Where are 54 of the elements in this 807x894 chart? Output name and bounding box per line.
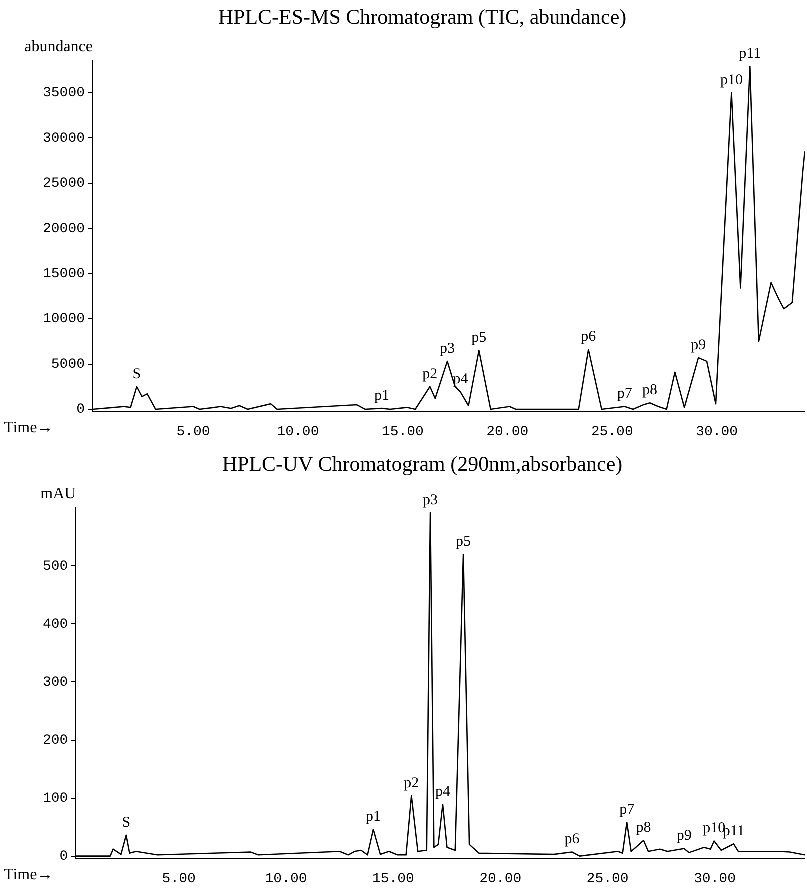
x-tick-label: 20.00 xyxy=(480,871,522,888)
annotation: p7 xyxy=(620,802,636,818)
annotation: p4 xyxy=(453,372,469,388)
y-tick-label: 20000 xyxy=(42,221,86,238)
y-tick-label: 35000 xyxy=(42,86,86,102)
annotation: p3 xyxy=(440,340,456,357)
annotation: p9 xyxy=(691,337,706,354)
x-tick-label: 20.00 xyxy=(486,424,529,440)
annotation: p4 xyxy=(435,784,451,800)
annotation: p1 xyxy=(374,388,390,404)
chart-title: HPLC-UV Chromatogram (290nm,absorbance) xyxy=(222,452,623,476)
annotation: p6 xyxy=(581,329,597,346)
annotation: p6 xyxy=(564,832,580,848)
annotation: p3 xyxy=(423,492,438,508)
annotation: S xyxy=(122,814,131,831)
y-tick-label: 0 xyxy=(76,402,86,418)
x-axis-title: Time→ xyxy=(4,866,54,884)
annotation: p5 xyxy=(472,330,487,346)
annotation: S xyxy=(132,366,142,382)
y-tick-label: 400 xyxy=(42,616,68,633)
annotation: p8 xyxy=(636,820,652,836)
y-tick-label: 500 xyxy=(42,558,68,575)
x-tick-label: 30.00 xyxy=(696,424,738,440)
x-tick-label: 25.00 xyxy=(586,871,629,888)
y-axis-title: mAU xyxy=(40,485,77,502)
x-tick-label: 10.00 xyxy=(265,871,308,888)
annotation: p11 xyxy=(739,46,762,62)
x-tick-label: 25.00 xyxy=(591,424,634,440)
x-tick-label: 5.00 xyxy=(162,871,196,888)
annotation: p9 xyxy=(676,828,692,844)
annotation: p8 xyxy=(642,382,658,399)
x-tick-label: 30.00 xyxy=(694,871,736,888)
y-tick-label: 30000 xyxy=(42,130,86,147)
x-axis-title: Time→ xyxy=(4,419,54,436)
annotation: p2 xyxy=(422,366,438,382)
y-axis-title: abundance xyxy=(24,38,94,56)
annotation: p1 xyxy=(366,809,382,826)
chart-title: HPLC-ES-MS Chromatogram (TIC, abundance) xyxy=(218,5,627,30)
y-tick-label: 300 xyxy=(42,674,68,691)
y-tick-label: 200 xyxy=(42,732,68,749)
x-tick-label: 15.00 xyxy=(372,871,414,888)
annotation: p10 xyxy=(720,72,743,88)
annotation: p2 xyxy=(404,775,420,792)
y-tick-label: 100 xyxy=(42,790,68,807)
y-tick-label: 0 xyxy=(60,849,68,865)
y-tick-label: 25000 xyxy=(42,176,86,192)
x-tick-label: 10.00 xyxy=(277,424,320,440)
x-tick-label: 15.00 xyxy=(382,424,424,440)
y-tick-label: 15000 xyxy=(42,266,86,282)
y-tick-label: 5000 xyxy=(51,356,86,373)
x-tick-label: 5.00 xyxy=(176,424,210,440)
annotation: p5 xyxy=(456,534,472,550)
annotation: p7 xyxy=(617,386,633,402)
y-tick-label: 10000 xyxy=(42,312,86,328)
